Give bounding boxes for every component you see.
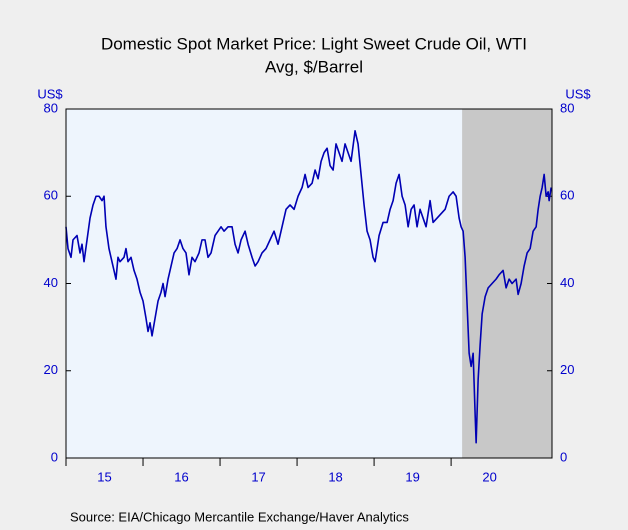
x-tick-label: 19 <box>405 469 419 484</box>
data-line <box>65 130 552 444</box>
y2-tick-label: 80 <box>560 100 574 115</box>
source-note: Source: EIA/Chicago Mercantile Exchange/… <box>70 509 409 524</box>
x-tick-label: 15 <box>97 469 111 484</box>
y-tick-label: 80 <box>44 100 58 115</box>
chart-title: Avg, $/Barrel <box>265 57 363 76</box>
y2-tick-label: 60 <box>560 188 574 203</box>
plot-frame <box>65 108 553 459</box>
y2-tick-label: 0 <box>560 449 567 464</box>
x-tick-label: 18 <box>328 469 342 484</box>
x-tick-label: 17 <box>251 469 265 484</box>
y-tick-label: 20 <box>44 362 58 377</box>
chart-title: Domestic Spot Market Price: Light Sweet … <box>101 34 527 53</box>
y-tick-label: 0 <box>51 449 58 464</box>
y2-tick-label: 20 <box>560 362 574 377</box>
y-axis-label: US$ <box>37 86 63 101</box>
y-tick-label: 40 <box>44 275 58 290</box>
x-tick-label: 16 <box>174 469 188 484</box>
y-tick-label: 60 <box>44 188 58 203</box>
y2-tick-label: 40 <box>560 275 574 290</box>
y2-axis-label: US$ <box>565 86 591 101</box>
x-tick-label: 20 <box>482 469 496 484</box>
